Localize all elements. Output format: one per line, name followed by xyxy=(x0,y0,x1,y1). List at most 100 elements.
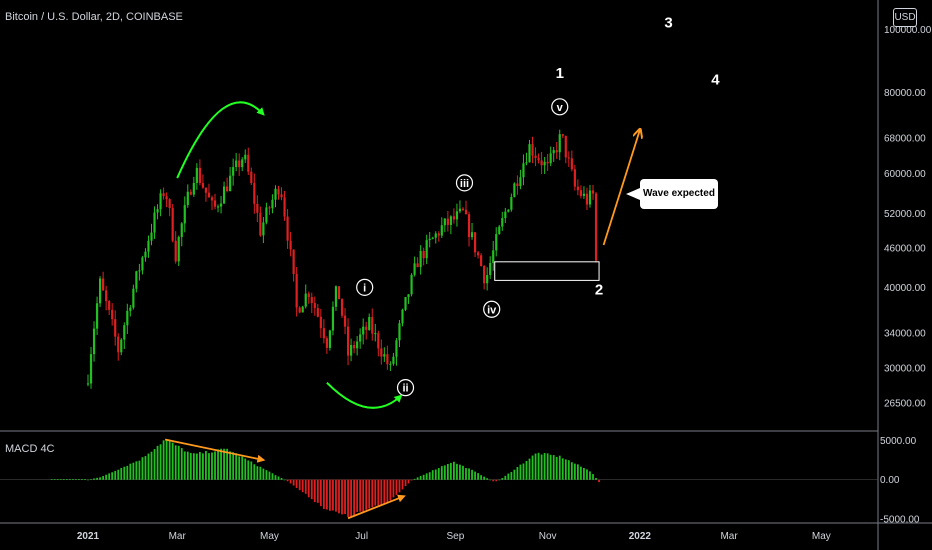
candle-body xyxy=(353,345,356,349)
macd-bar xyxy=(313,479,316,503)
macd-bar xyxy=(156,445,159,480)
macd-bar xyxy=(135,461,138,480)
candle-body xyxy=(543,161,546,166)
macd-bar xyxy=(449,462,452,480)
macd-bar xyxy=(504,475,507,480)
candle-body xyxy=(219,203,223,207)
candle-body xyxy=(186,191,189,206)
candle-body xyxy=(458,208,462,212)
macd-bar xyxy=(434,469,437,480)
macd-bar xyxy=(138,460,141,480)
macd-bar xyxy=(422,474,425,480)
wave-label-circle xyxy=(455,174,474,192)
macd-bar xyxy=(59,479,62,480)
candle-body xyxy=(310,297,313,304)
candle-body xyxy=(201,183,205,188)
candle-body xyxy=(168,199,171,209)
price-tick-label: 46000.00 xyxy=(884,244,926,255)
macd-bar xyxy=(87,479,89,481)
macd-bar xyxy=(268,471,271,480)
macd-bar xyxy=(350,479,352,517)
time-axis: 2021 Mar May Jul Sep Nov 2022 Mar May xyxy=(77,531,831,542)
candle-body xyxy=(546,161,549,164)
candle-body xyxy=(207,192,211,198)
candle-body xyxy=(331,306,335,331)
macd-bar xyxy=(549,454,552,480)
macd-bar xyxy=(440,466,443,480)
macd-bar xyxy=(335,479,337,512)
candle-body xyxy=(268,207,271,209)
time-tick-label: Mar xyxy=(720,531,738,542)
candle-body xyxy=(253,183,256,204)
macd-bar xyxy=(120,467,123,480)
candle-body xyxy=(525,162,528,164)
macd-bar xyxy=(332,479,334,511)
macd-bar xyxy=(353,479,356,516)
price-tick-label: 52000.00 xyxy=(884,209,926,220)
candle-body xyxy=(204,187,208,193)
candle-body xyxy=(111,309,114,320)
candle-body xyxy=(359,334,362,342)
candle-body xyxy=(235,160,238,168)
time-tick-label: 2021 xyxy=(77,531,100,542)
candle-body xyxy=(476,252,480,256)
macd-bar xyxy=(114,470,117,480)
macd-bar xyxy=(223,448,225,480)
candle-body xyxy=(95,303,99,329)
candle-body xyxy=(343,315,347,327)
candle-body xyxy=(480,255,483,267)
macd-bar xyxy=(525,460,528,480)
candle-body xyxy=(86,383,90,385)
macd-bar xyxy=(301,479,304,493)
macd-bar xyxy=(205,450,207,480)
macd-bar xyxy=(244,458,247,480)
candle-body xyxy=(213,200,217,207)
macd-bar xyxy=(419,475,422,480)
candle-body xyxy=(277,188,280,195)
candle-body xyxy=(576,186,579,191)
macd-bar xyxy=(105,474,108,480)
macd-bar xyxy=(552,455,555,480)
candle-body xyxy=(147,240,150,252)
candle-body xyxy=(507,209,510,212)
candle-body xyxy=(195,167,198,183)
wave-label-4: 4 xyxy=(711,72,720,89)
candle-body xyxy=(513,183,516,197)
macd-bar xyxy=(570,462,573,480)
macd-bar xyxy=(283,479,286,481)
macd-bar xyxy=(347,479,349,517)
currency-button[interactable]: USD xyxy=(893,8,917,27)
macd-bar xyxy=(280,478,283,480)
macd-bar xyxy=(192,453,195,480)
macd-bar xyxy=(307,479,310,498)
macd-bar xyxy=(589,471,591,480)
macd-bar xyxy=(555,456,558,480)
candle-body xyxy=(455,211,459,220)
symbol-title: Bitcoin / U.S. Dollar, 2D, COINBASE xyxy=(5,11,183,23)
wave-label-1: 1 xyxy=(556,65,564,82)
macd-bar xyxy=(129,463,132,480)
macd-bar xyxy=(304,479,307,494)
candle-body xyxy=(198,167,201,184)
candle-body xyxy=(549,153,552,164)
candle-body xyxy=(114,319,117,337)
macd-bar xyxy=(274,475,277,480)
candle-body xyxy=(319,316,322,329)
macd-bar xyxy=(226,448,229,480)
macd-bar xyxy=(65,479,68,480)
macd-bar xyxy=(298,479,301,491)
macd-bar xyxy=(513,469,516,480)
candle-body xyxy=(437,233,440,236)
macd-bar xyxy=(271,473,274,480)
candle-body xyxy=(395,340,398,357)
macd-histogram xyxy=(0,440,878,517)
support-zone-box xyxy=(494,261,600,281)
candle-body xyxy=(401,309,404,324)
candle-body xyxy=(428,238,431,241)
macd-bar xyxy=(543,453,546,480)
candle-body xyxy=(262,222,265,236)
candle-body xyxy=(501,218,504,227)
macd-bar xyxy=(546,453,549,480)
macd-bar xyxy=(117,469,120,480)
